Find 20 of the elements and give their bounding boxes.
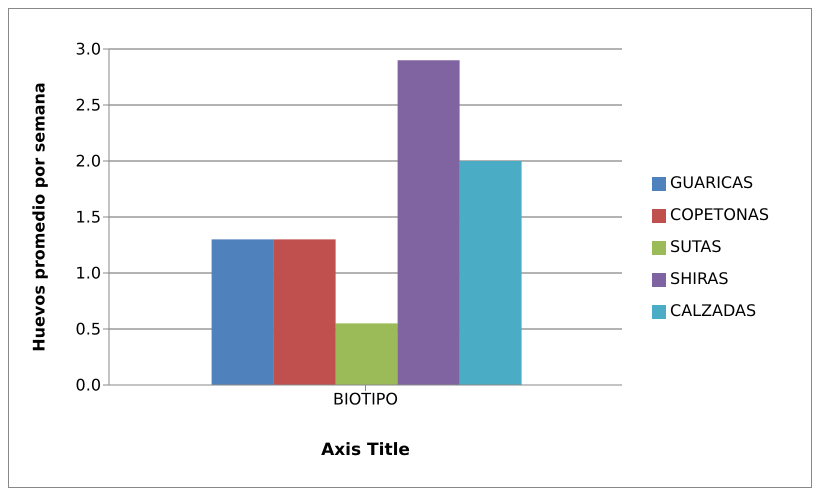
y-tick-label: 0.5 [76, 320, 101, 339]
bar [212, 239, 274, 385]
legend-label: SHIRAS [670, 269, 729, 288]
bar [398, 60, 460, 385]
y-tick-label: 2.5 [76, 96, 101, 115]
legend-label: CALZADAS [670, 301, 756, 320]
bar [336, 323, 398, 385]
x-tick-label: BIOTIPO [333, 389, 398, 408]
y-axis-title: Huevos promedio por semana [30, 82, 49, 352]
y-tick-label: 2.0 [76, 152, 101, 171]
y-tick-label: 0.0 [76, 376, 101, 395]
bar [460, 161, 522, 385]
legend-label: GUARICAS [670, 173, 754, 192]
y-tick-label: 1.5 [76, 208, 101, 227]
y-tick-label: 1.0 [76, 264, 101, 283]
y-tick-label: 3.0 [76, 40, 101, 59]
legend-label: COPETONAS [670, 205, 769, 224]
bar [274, 239, 336, 385]
x-axis-title: Axis Title [321, 440, 410, 460]
legend-label: SUTAS [670, 237, 722, 256]
